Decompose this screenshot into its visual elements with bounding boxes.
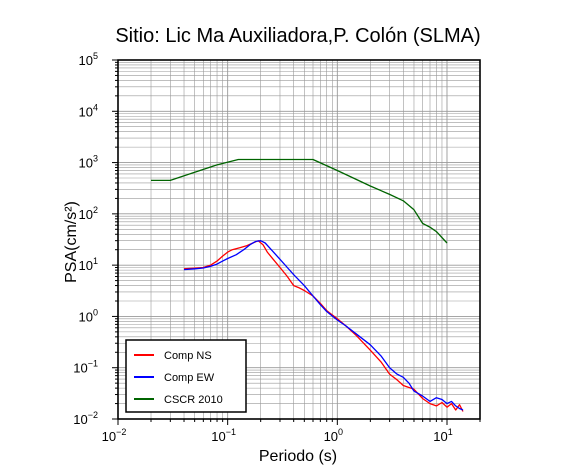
x-tick-label: 100 <box>324 427 343 444</box>
x-tick-label: 10−2 <box>102 427 127 444</box>
y-tick-label: 105 <box>79 51 98 68</box>
legend-label-comp-ew: Comp EW <box>164 372 215 384</box>
series-line-comp-ew <box>183 240 464 411</box>
ticks <box>112 59 481 425</box>
tick-labels: 10−2 10−1 100 101 10−2 10−1 100 101 102 103 104 105 <box>73 51 452 444</box>
y-tick-label: 10−1 <box>73 359 98 376</box>
x-tick-label: 101 <box>433 427 452 444</box>
legend-label-cscr-2010: CSCR 2010 <box>164 394 223 406</box>
y-tick-label: 10−2 <box>73 410 98 427</box>
chart-title: Sitio: Lic Ma Auxiliadora,P. Colón (SLMA… <box>115 25 480 47</box>
y-tick-label: 101 <box>79 256 98 273</box>
y-tick-label: 103 <box>79 154 98 171</box>
plot-frame <box>117 59 481 420</box>
series-group <box>151 158 464 412</box>
y-tick-label: 102 <box>79 205 98 222</box>
y-tick-label: 104 <box>79 102 98 119</box>
x-axis-label: Periodo (s) <box>259 448 337 465</box>
legend-label-comp-ns: Comp NS <box>164 350 212 362</box>
y-axis-label: PSA(cm/s²) <box>63 201 80 283</box>
y-tick-label: 100 <box>79 307 98 324</box>
grid <box>117 59 481 420</box>
series-line-cscr-2010 <box>151 158 448 244</box>
legend: Comp NS Comp EW CSCR 2010 <box>125 339 247 413</box>
x-tick-label: 10−1 <box>211 427 236 444</box>
